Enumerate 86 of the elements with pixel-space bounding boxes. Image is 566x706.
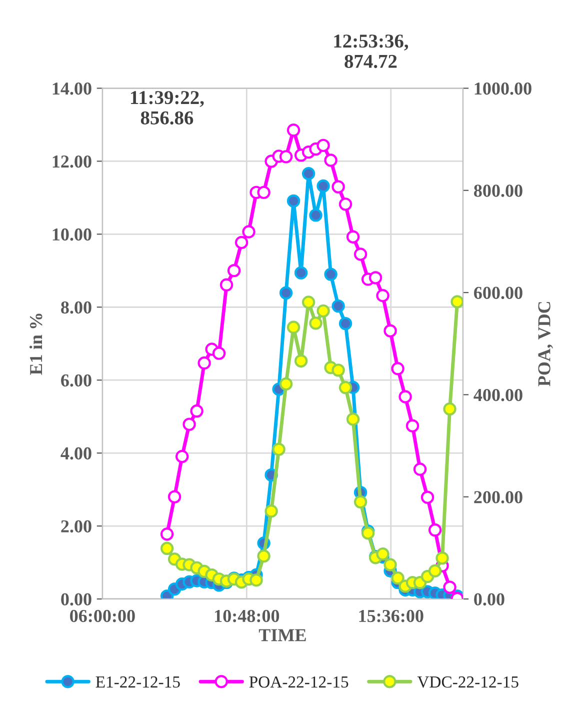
point xyxy=(279,286,293,300)
point xyxy=(302,167,316,180)
point xyxy=(398,390,412,404)
point xyxy=(272,442,286,456)
point xyxy=(234,236,248,250)
point xyxy=(198,356,211,370)
point xyxy=(286,194,300,208)
point xyxy=(354,248,368,261)
point xyxy=(182,418,196,431)
y2-axis-title: POA, VDC xyxy=(538,302,553,386)
point xyxy=(338,316,352,330)
point xyxy=(391,362,404,376)
point xyxy=(257,186,270,200)
point xyxy=(160,542,174,556)
point xyxy=(420,490,434,504)
point xyxy=(160,528,174,541)
point xyxy=(384,324,397,338)
point xyxy=(220,278,234,292)
point xyxy=(324,268,338,281)
y-tick-label: 6.00 xyxy=(61,374,92,387)
point xyxy=(332,364,345,377)
point xyxy=(332,299,345,313)
y2-tick-label: 400.00 xyxy=(474,388,522,402)
point xyxy=(286,124,300,137)
point xyxy=(309,208,322,222)
point xyxy=(242,225,256,238)
y2-tick-label: 1000.00 xyxy=(474,82,532,95)
point xyxy=(376,547,390,561)
y2-tick-label: 200.00 xyxy=(474,491,522,504)
point xyxy=(168,490,182,504)
point xyxy=(279,150,293,164)
point xyxy=(413,462,427,476)
point xyxy=(294,266,308,280)
point xyxy=(264,504,278,518)
y-tick-label: 4.00 xyxy=(60,447,92,460)
y-axis-title: E1 in % xyxy=(29,314,42,375)
x-tick-label: 06:00:00 xyxy=(70,610,135,622)
point xyxy=(368,271,382,284)
point xyxy=(309,316,322,330)
point xyxy=(332,180,345,194)
point xyxy=(443,402,456,416)
point xyxy=(227,264,241,278)
point xyxy=(346,412,360,426)
point xyxy=(436,552,449,565)
point xyxy=(384,558,397,572)
point xyxy=(338,198,352,211)
point xyxy=(316,179,330,193)
x-tick-label: 10:48:00 xyxy=(215,610,280,622)
text: 12:53:36, 874.72 xyxy=(334,34,408,68)
y2-tick-label: 800.00 xyxy=(474,184,522,197)
x-axis-title: TIME xyxy=(258,629,306,642)
point xyxy=(346,230,360,244)
point xyxy=(316,138,330,152)
point xyxy=(428,564,442,578)
y2-tick-label: 0.00 xyxy=(474,593,504,606)
legend-label: E1-22-12-15 xyxy=(96,676,180,688)
point xyxy=(443,580,456,594)
point xyxy=(250,573,263,587)
y2-tick-label: 600.00 xyxy=(474,286,522,300)
annotation: 11:39:22, 856.86 xyxy=(130,91,204,125)
point xyxy=(257,549,270,563)
point xyxy=(376,289,390,302)
x-tick-label: 15:36:00 xyxy=(359,610,424,622)
point xyxy=(279,377,293,391)
point xyxy=(316,304,330,318)
point xyxy=(391,571,404,585)
y-tick-label: 10.00 xyxy=(52,228,92,241)
point xyxy=(428,523,442,537)
point xyxy=(302,296,316,309)
y-tick-label: 8.00 xyxy=(61,301,92,314)
point xyxy=(406,419,420,432)
y-tick-label: 0.00 xyxy=(61,593,92,606)
point xyxy=(286,320,300,334)
point xyxy=(294,354,308,368)
point xyxy=(450,295,463,308)
point xyxy=(212,346,226,360)
y-tick-label: 2.00 xyxy=(61,520,92,533)
legend-label: POA-22-12-15 xyxy=(249,676,348,688)
point xyxy=(354,495,368,509)
point xyxy=(190,404,204,418)
point xyxy=(175,450,189,464)
legend-label: VDC-22-12-15 xyxy=(417,676,518,688)
point xyxy=(324,154,338,167)
y-tick-label: 12.00 xyxy=(52,155,92,168)
y-tick-label: 14.00 xyxy=(52,82,92,95)
point xyxy=(338,380,352,394)
